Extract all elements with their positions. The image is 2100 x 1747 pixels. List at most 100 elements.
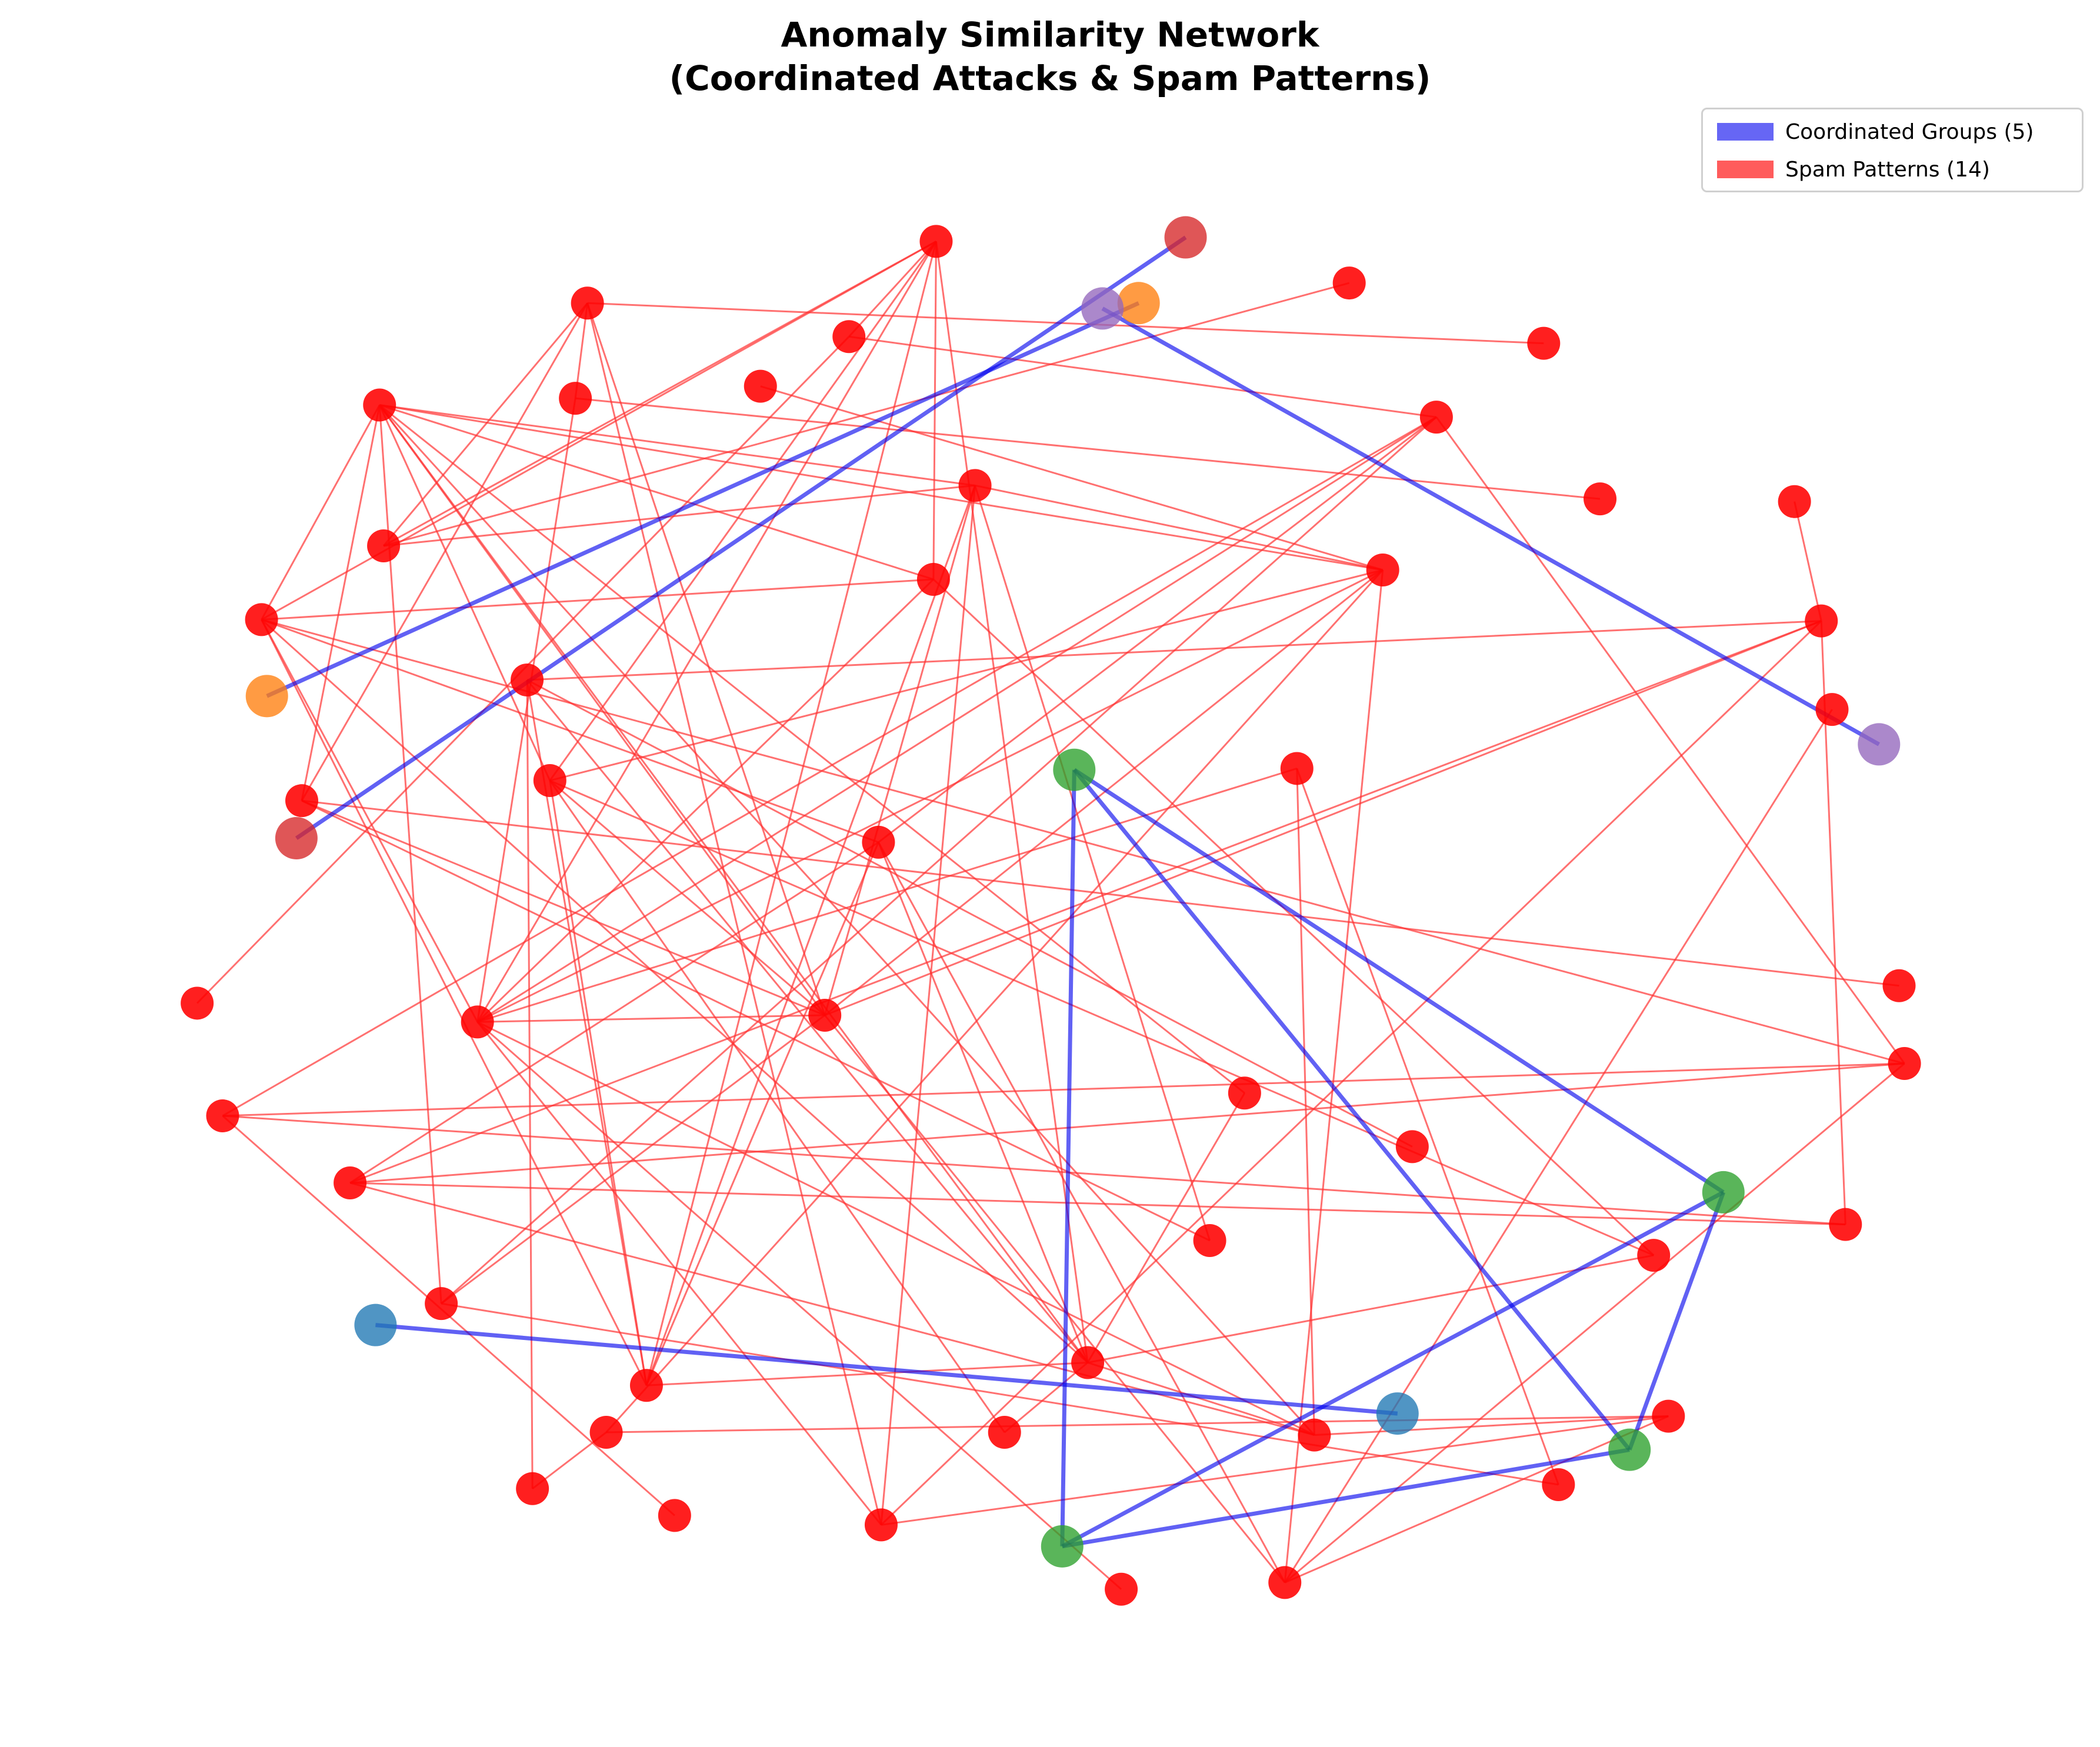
spam-node: [808, 998, 842, 1032]
spam-edge: [606, 1415, 1669, 1433]
spam-edge: [379, 404, 1089, 1363]
spam-edge: [1284, 569, 1384, 1583]
spam-edge: [379, 404, 1383, 571]
spam-node: [533, 764, 566, 797]
spam-edge: [975, 484, 1383, 571]
coordinated-group-node: [1117, 282, 1160, 325]
coordinated-group-node: [354, 1303, 397, 1346]
spam-edge: [549, 779, 1654, 1256]
coordinated-edge: [1073, 768, 1725, 1194]
spam-edge: [932, 241, 937, 579]
spam-edge: [379, 404, 1315, 1436]
spam-edge: [935, 241, 1089, 1363]
spam-edge: [526, 620, 1822, 681]
spam-edge: [261, 578, 934, 621]
spam-node: [629, 1369, 663, 1402]
spam-node: [285, 784, 318, 818]
spam-node: [1542, 1468, 1575, 1501]
spam-node: [1071, 1346, 1105, 1379]
spam-edge: [301, 799, 1211, 1242]
spam-edge: [301, 302, 588, 801]
spam-edge: [824, 1015, 1286, 1583]
spam-node: [1778, 485, 1811, 518]
spam-edge: [549, 241, 937, 781]
spam-node: [1652, 1399, 1685, 1433]
coordinated-group-node: [1041, 1525, 1084, 1568]
spam-node: [919, 225, 953, 258]
spam-node: [988, 1416, 1021, 1449]
spam-node: [864, 1508, 898, 1542]
spam-edge: [587, 302, 1544, 345]
spam-edge: [383, 484, 975, 547]
spam-edge: [586, 302, 826, 1016]
spam-edge: [1087, 1254, 1654, 1363]
spam-edge: [586, 302, 882, 1525]
spam-edge: [1004, 1362, 1089, 1433]
legend-item-spam: Spam Patterns (14): [1717, 157, 1990, 182]
spam-edge: [605, 569, 1384, 1433]
spam-node: [367, 529, 401, 562]
spam-edge: [350, 1182, 1846, 1226]
chart-title-line1: Anomaly Similarity Network: [781, 15, 1319, 55]
spam-edge: [575, 397, 1601, 500]
spam-edge: [526, 679, 534, 1489]
legend: Coordinated Groups (5) Spam Patterns (14…: [1701, 108, 2084, 192]
spam-edge: [881, 1415, 1669, 1526]
spam-edge: [222, 1062, 1905, 1117]
coordinated-edge: [1060, 769, 1076, 1546]
spam-edge: [301, 799, 1899, 987]
spam-edge: [476, 241, 937, 1023]
spam-edge: [760, 385, 1384, 571]
spam-node: [1332, 266, 1366, 300]
spam-node: [1829, 1208, 1862, 1241]
spam-node: [1298, 1418, 1331, 1452]
spam-edge: [849, 335, 1437, 418]
spam-edge: [549, 780, 1005, 1433]
coordinated-edge: [1627, 1191, 1726, 1451]
spam-edge: [1794, 501, 1822, 621]
spam-edge: [379, 404, 934, 581]
coordinated-edge: [266, 301, 1140, 698]
spam-node: [511, 663, 544, 696]
spam-edge: [1284, 709, 1833, 1583]
spam-node: [1395, 1130, 1429, 1163]
spam-edge: [261, 619, 479, 1023]
spam-node: [1584, 482, 1617, 516]
spam-edge: [526, 679, 1413, 1148]
coordinated-group-node: [1081, 287, 1124, 330]
spam-edge: [880, 620, 1822, 1526]
spam-edge: [932, 578, 1655, 1256]
coordinated-group-node: [1608, 1428, 1651, 1471]
spam-edge: [476, 1021, 1122, 1590]
spam-node: [1815, 693, 1849, 726]
spam-edge: [1314, 1415, 1669, 1436]
coordinated-group-node: [1702, 1171, 1745, 1213]
coordinated-edge: [1101, 306, 1880, 746]
spam-node: [1882, 969, 1916, 1002]
spam-node: [862, 825, 895, 859]
spam-edge: [824, 620, 1822, 1016]
spam-node: [571, 286, 604, 320]
spam-edge: [848, 241, 937, 338]
spam-node: [516, 1472, 549, 1505]
coordinated-edge: [1061, 1190, 1725, 1548]
coordinated-group-node: [1053, 748, 1096, 791]
spam-edge: [549, 569, 1384, 782]
spam-edge: [1284, 1062, 1905, 1583]
legend-label-spam: Spam Patterns (14): [1785, 157, 1990, 182]
spam-edge: [1086, 1092, 1246, 1363]
spam-node: [245, 603, 278, 636]
spam-node: [1888, 1047, 1921, 1081]
spam-edge: [1296, 768, 1559, 1485]
spam-node: [181, 986, 214, 1020]
spam-node: [206, 1099, 239, 1132]
spam-edge: [477, 1014, 825, 1023]
spam-node: [425, 1287, 458, 1321]
spam-edge: [261, 404, 381, 621]
spam-edge: [382, 302, 588, 546]
spam-node: [744, 369, 777, 403]
spam-edge: [974, 485, 1211, 1241]
spam-edges: [196, 241, 1905, 1590]
spam-edge: [1435, 416, 1905, 1064]
